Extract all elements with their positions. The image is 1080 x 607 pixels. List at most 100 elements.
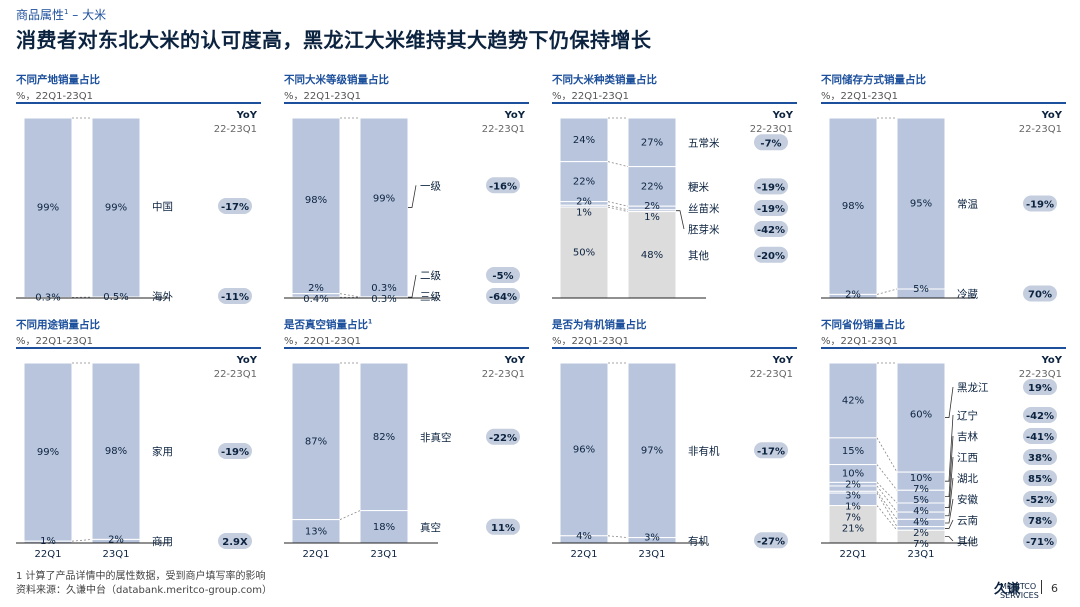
leader-line [945, 536, 954, 542]
bar-segment [828, 117, 878, 295]
series-label: 三级 [420, 291, 441, 303]
yoy-badge [1023, 407, 1057, 423]
yoy-header: YoY [1041, 355, 1063, 366]
yoy-value: -7% [760, 138, 781, 149]
chart-title: 不同产地销量占比 [16, 74, 100, 86]
bar-segment [896, 117, 946, 290]
chart-header-rule [284, 102, 529, 104]
yoy-badge [754, 532, 788, 549]
yoy-badge [754, 178, 788, 195]
series-label: 其他 [957, 535, 978, 548]
chart-panel: 是否真空销量占比1 %，22Q1-23Q1 YoY 22-23Q1 87% 13% 82% 1… [284, 317, 529, 567]
breadcrumb: 商品属性1 – 大米 [16, 6, 106, 23]
chart-panel: 是否为有机销量占比 %，22Q1-23Q1 YoY 22-23Q1 96% 4% 97% 3%… [552, 317, 797, 567]
chart-panel: 不同用途销量占比 %，22Q1-23Q1 YoY 22-23Q1 99% 1% 98% 2% 家… [16, 317, 261, 567]
data-label: 96% [573, 444, 595, 455]
data-label: 2% [644, 201, 660, 212]
series-label: 粳米 [688, 180, 709, 193]
connector-line [876, 492, 898, 527]
data-label: 3% [845, 490, 861, 501]
bar-segment [559, 161, 609, 203]
data-label: 3% [644, 533, 660, 544]
data-label: 99% [373, 194, 395, 205]
chart-panel: 不同储存方式销量占比 %，22Q1-23Q1 YoY 22-23Q1 98% 2% 95% 5… [821, 72, 1066, 322]
yoy-badge [486, 428, 520, 445]
series-label: 胚芽米 [688, 223, 720, 236]
data-label: 98% [105, 446, 127, 457]
connector-line [607, 204, 629, 211]
data-label: 2% [108, 534, 124, 545]
leader-line [945, 435, 954, 498]
footnote: 1 计算了产品详情中的属性数据，受到商户填写率的影响 [16, 571, 266, 582]
breadcrumb-main: 商品属性 [16, 8, 65, 22]
series-label: 中国 [152, 200, 173, 213]
yoy-badge [754, 134, 788, 151]
series-label: 安徽 [957, 493, 978, 506]
yoy-badge [486, 288, 520, 304]
data-label: 42% [842, 395, 864, 406]
yoy-badge [218, 198, 252, 214]
data-label: 2% [576, 197, 592, 208]
connector-line [876, 491, 898, 520]
yoy-value: -19% [1026, 200, 1054, 211]
yoy-period: 22-23Q1 [482, 369, 525, 380]
data-label: 22% [641, 181, 663, 192]
data-label: 50% [573, 248, 595, 259]
chart-subtitle: %，22Q1-23Q1 [16, 91, 94, 102]
chart-title: 不同省份销量占比 [821, 319, 905, 331]
series-label: 云南 [957, 514, 978, 527]
series-label: 辽宁 [957, 409, 978, 422]
yoy-value: -19% [221, 447, 249, 458]
x-tick-label: 23Q1 [639, 549, 666, 560]
chart-svg: YoY 22-23Q1 98% 2%0.4% 99% 0.3%0.3% 一级 -16% 二级 -5… [284, 110, 526, 305]
bar-segment [291, 362, 341, 521]
data-label: 7% [913, 539, 929, 550]
bar-segment [627, 362, 677, 539]
page-number: 6 [1051, 582, 1058, 595]
data-label: 18% [373, 522, 395, 533]
bar-segment [559, 117, 609, 163]
connector-line [876, 505, 898, 531]
chart-subtitle: %，22Q1-23Q1 [552, 91, 630, 102]
data-label: 0.5% [103, 292, 128, 303]
data-label: 13% [305, 526, 327, 537]
series-label: 冷藏 [957, 288, 978, 301]
chart-title: 不同用途销量占比 [16, 319, 100, 331]
yoy-value: -71% [1026, 537, 1054, 548]
bar-segment [559, 206, 609, 299]
series-label: 其他 [688, 249, 709, 262]
bar-segment [896, 362, 946, 473]
connector-line [339, 293, 361, 298]
series-label: 真空 [420, 521, 441, 534]
yoy-period: 22-23Q1 [214, 369, 257, 380]
yoy-badge [218, 443, 252, 459]
bar-segment [359, 510, 409, 544]
data-label: 97% [641, 445, 663, 456]
yoy-badge [754, 200, 788, 216]
yoy-value: 19% [1028, 383, 1052, 394]
bar-segment [559, 362, 609, 537]
chart-title: 不同大米种类销量占比 [552, 74, 657, 86]
series-label: 五常米 [688, 136, 720, 149]
connector-line [876, 288, 898, 295]
yoy-period: 22-23Q1 [482, 124, 525, 135]
chart-title-footnote: 1 [368, 318, 373, 326]
yoy-value: -5% [492, 271, 513, 282]
data-label: 5% [913, 495, 929, 506]
data-label: 2% [913, 528, 929, 539]
connector-line [607, 201, 629, 207]
yoy-badge [1023, 449, 1057, 465]
chart-header-rule [552, 102, 797, 104]
data-label: 98% [305, 195, 327, 206]
chart-panel: 不同省份销量占比 %，22Q1-23Q1 YoY 22-23Q1 42% 15% 10% 2%… [821, 317, 1066, 567]
connector-line [876, 485, 898, 513]
connector-line [71, 539, 93, 542]
yoy-badge [754, 221, 788, 237]
data-label: 4% [913, 506, 929, 517]
bar-segment [627, 211, 677, 299]
yoy-value: -42% [1026, 411, 1054, 422]
bar-segment [291, 117, 341, 295]
breadcrumb-tail: – 大米 [68, 8, 107, 22]
yoy-value: 11% [491, 523, 515, 534]
yoy-badge [218, 533, 252, 549]
